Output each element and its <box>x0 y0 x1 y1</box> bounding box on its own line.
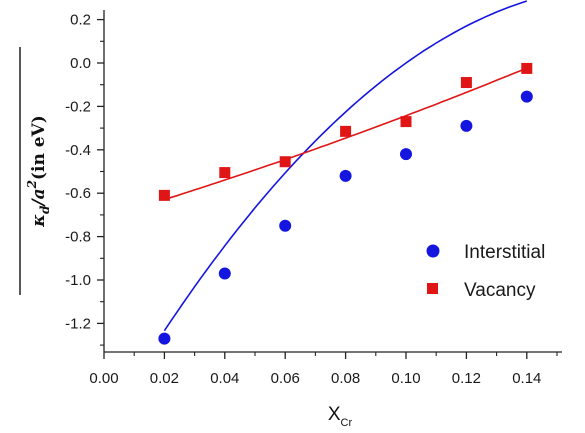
point-interstitial <box>218 267 231 280</box>
y-tick-label: -1.0 <box>65 272 91 289</box>
y-tick-labels: 0.2 0.0 -0.2 -0.4 -0.6 -0.8 -1.0 -1.2 <box>65 12 91 333</box>
point-vacancy <box>521 62 533 74</box>
point-vacancy <box>400 116 412 128</box>
legend-label-interstitial: Interstitial <box>464 242 545 263</box>
x-tick-label: 0.00 <box>89 370 118 387</box>
fit-line-vacancy <box>164 67 528 201</box>
point-vacancy <box>158 189 170 201</box>
x-tick-label: 0.12 <box>452 370 481 387</box>
y-axis-title: κd/a2(in eV) <box>19 47 52 295</box>
point-vacancy <box>340 125 352 137</box>
y-tick-label: -0.8 <box>65 229 91 246</box>
y-tick-label: -0.6 <box>65 185 91 202</box>
point-vacancy <box>279 156 291 168</box>
point-interstitial <box>400 148 412 161</box>
legend: Interstitial Vacancy <box>426 242 545 301</box>
y-tick-label: -0.2 <box>65 98 91 115</box>
fit-line-interstitial <box>163 0 528 332</box>
x-axis-title: XCr <box>328 404 353 429</box>
axis-ticks <box>97 18 558 359</box>
point-interstitial <box>158 332 171 345</box>
point-interstitial <box>460 119 473 132</box>
legend-label-vacancy: Vacancy <box>464 280 536 301</box>
x-tick-label: 0.10 <box>391 370 420 387</box>
x-tick-labels: 0.00 0.02 0.04 0.06 0.08 0.10 0.12 0.14 <box>89 370 541 387</box>
fit-lines <box>163 0 528 332</box>
point-interstitial <box>520 90 533 103</box>
data-markers <box>158 62 533 345</box>
x-tick-label: 0.08 <box>331 370 360 387</box>
svg-text:κd/a2(in eV): κd/a2(in eV) <box>25 115 52 228</box>
point-vacancy <box>460 77 472 89</box>
y-tick-label: -0.4 <box>65 142 91 159</box>
y-tick-label: 0.0 <box>70 55 91 72</box>
x-tick-label: 0.14 <box>512 370 541 387</box>
point-interstitial <box>339 169 352 182</box>
x-tick-label: 0.02 <box>150 370 179 387</box>
x-tick-label: 0.04 <box>210 370 239 387</box>
legend-marker-vacancy <box>427 283 438 294</box>
point-vacancy <box>219 167 231 179</box>
y-tick-label: 0.2 <box>70 12 91 29</box>
point-interstitial <box>279 219 292 232</box>
y-tick-label: -1.2 <box>65 315 91 332</box>
legend-marker-interstitial <box>426 244 440 258</box>
x-tick-label: 0.06 <box>271 370 300 387</box>
